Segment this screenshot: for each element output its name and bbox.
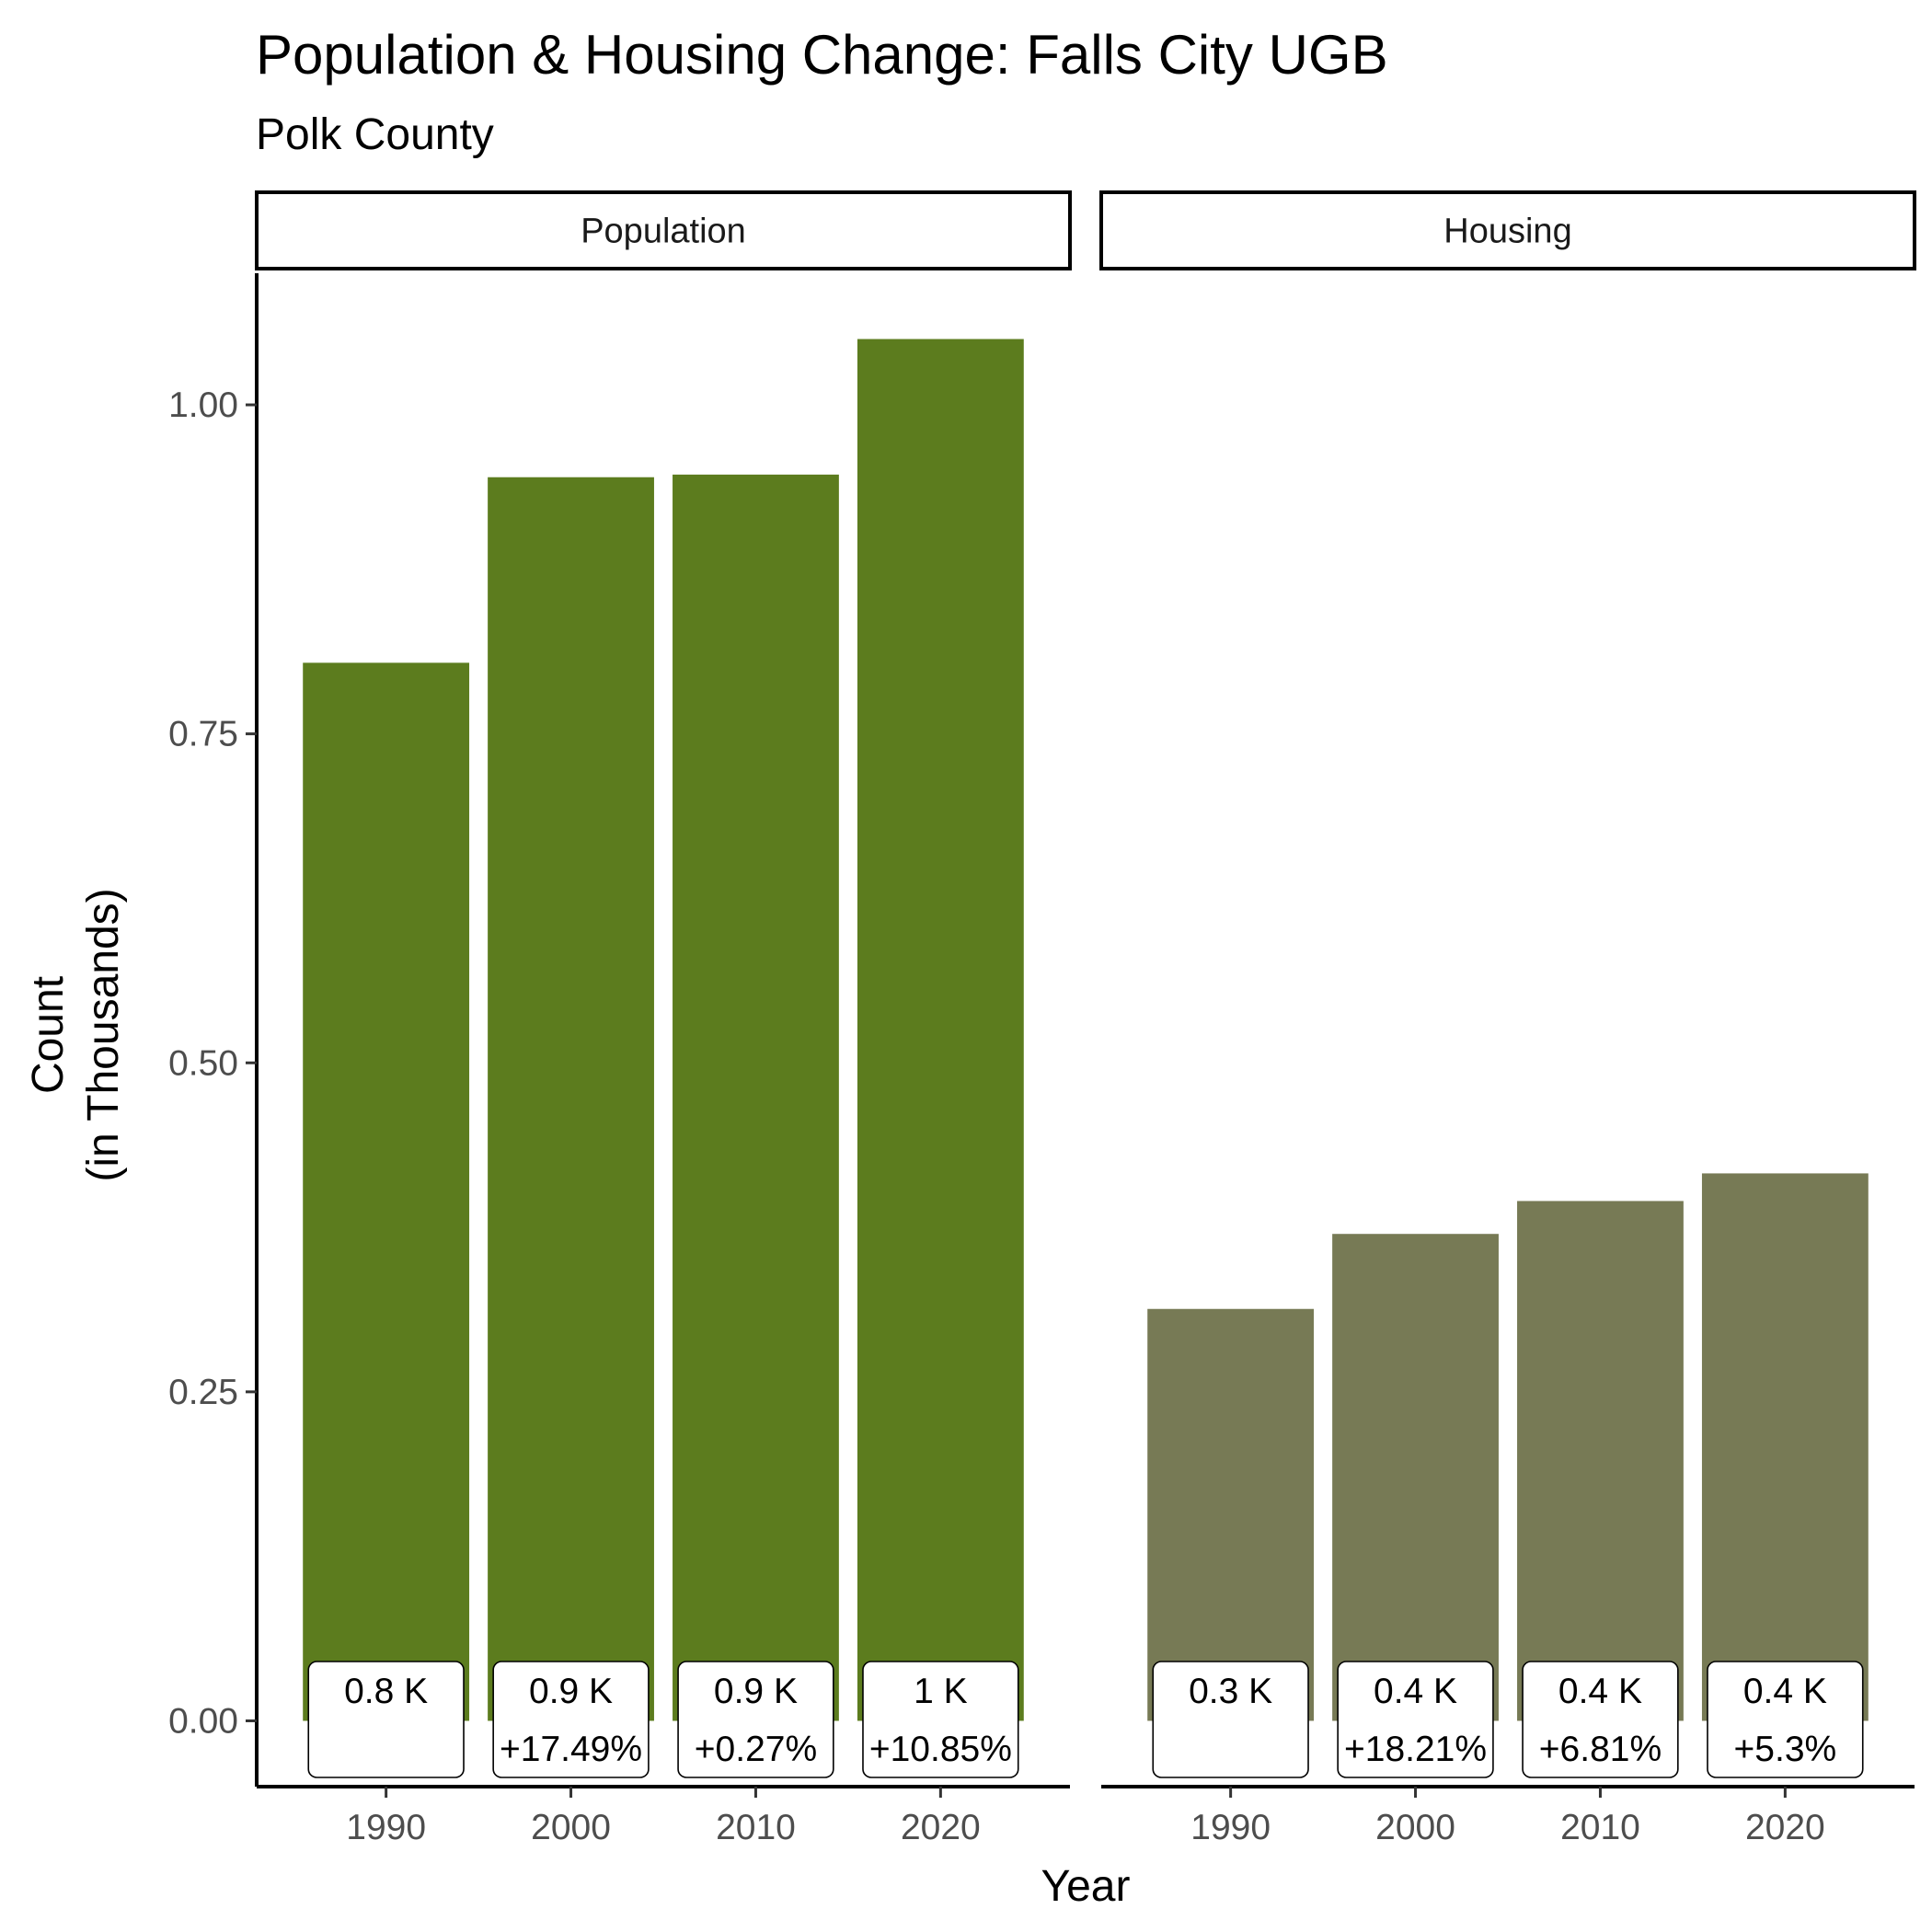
data-label-box-population-1990: [307, 1661, 465, 1778]
data-label-change-population-2010: +0.27%: [695, 1730, 817, 1769]
data-label-value-population-1990: 0.8 K: [344, 1672, 428, 1711]
bar-housing-1990: [1147, 1308, 1315, 1721]
data-label-value-housing-1990: 0.3 K: [1189, 1672, 1272, 1711]
data-label-change-housing-2000: +18.21%: [1344, 1730, 1487, 1769]
data-label-change-housing-2010: +6.81%: [1539, 1730, 1662, 1769]
bar-population-2020: [857, 339, 1024, 1721]
data-label-box-housing-2020: [1707, 1661, 1864, 1778]
bar-population-2000: [488, 477, 654, 1721]
y-axis-title-line2: (in Thousands): [79, 888, 128, 1181]
x-axis-title: Year: [1041, 1862, 1131, 1911]
x-tick-label-population-2020: 2020: [901, 1808, 981, 1847]
y-tick-label-0.25: 0.25: [168, 1373, 238, 1412]
x-tick-label-housing-1990: 1990: [1190, 1808, 1271, 1847]
data-label-value-housing-2020: 0.4 K: [1743, 1672, 1827, 1711]
data-label-change-population-2000: +17.49%: [500, 1730, 642, 1769]
facet-strip-housing: [1099, 190, 1916, 270]
x-tick-label-population-1990: 1990: [346, 1808, 426, 1847]
y-tick-label-0.50: 0.50: [168, 1043, 238, 1083]
x-tick-label-housing-2020: 2020: [1745, 1808, 1825, 1847]
data-label-box-population-2010: [677, 1661, 834, 1778]
facet-strip-population: [255, 190, 1072, 270]
y-axis-title-line1: Count: [24, 976, 73, 1094]
data-label-value-population-2020: 1 K: [914, 1672, 968, 1711]
facet-strip-label-housing: Housing: [1443, 213, 1571, 251]
data-label-box-housing-2000: [1337, 1661, 1494, 1778]
x-tick-label-population-2010: 2010: [716, 1808, 796, 1847]
plot-layer: Population 0.8 K 0.9 K +17.49% 0.9 K +0.27% 1 …: [168, 190, 1916, 1847]
bar-population-1990: [303, 662, 470, 1721]
data-label-change-housing-2020: +5.3%: [1734, 1730, 1837, 1769]
data-label-value-housing-2010: 0.4 K: [1558, 1672, 1642, 1711]
data-label-box-population-2020: [862, 1661, 1019, 1778]
bar-housing-2000: [1332, 1234, 1499, 1721]
data-label-box-population-2000: [492, 1661, 650, 1778]
data-label-value-population-2010: 0.9 K: [714, 1672, 798, 1711]
y-tick-label-0.00: 0.00: [168, 1701, 238, 1741]
y-tick-label-1.00: 1.00: [168, 385, 238, 425]
x-tick-label-population-2000: 2000: [531, 1808, 611, 1847]
data-label-box-housing-1990: [1152, 1661, 1309, 1778]
chart-subtitle: Polk County: [256, 110, 494, 159]
data-label-box-housing-2010: [1522, 1661, 1679, 1778]
data-label-value-housing-2000: 0.4 K: [1374, 1672, 1457, 1711]
bar-housing-2020: [1701, 1173, 1869, 1721]
y-tick-label-0.75: 0.75: [168, 715, 238, 754]
chart-title: Population & Housing Change: Falls City …: [256, 24, 1388, 86]
x-tick-label-housing-2000: 2000: [1375, 1808, 1455, 1847]
bar-housing-2010: [1517, 1201, 1684, 1721]
facet-strip-label-population: Population: [581, 213, 746, 251]
x-tick-label-housing-2010: 2010: [1560, 1808, 1640, 1847]
bar-population-2010: [673, 474, 839, 1721]
data-label-value-population-2000: 0.9 K: [529, 1672, 613, 1711]
data-label-change-population-2020: +10.85%: [869, 1730, 1012, 1769]
